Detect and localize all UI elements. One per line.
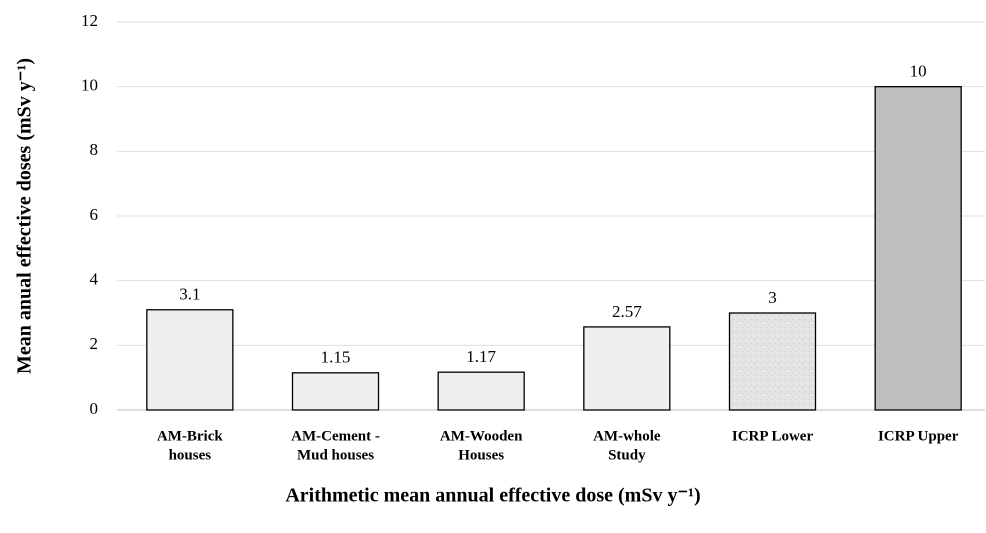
x-tick-label: Mud houses	[297, 447, 374, 463]
y-tick-label: 12	[81, 11, 98, 30]
data-label: 10	[910, 62, 927, 81]
x-tick-label: Houses	[458, 447, 504, 463]
x-tick-label: AM-whole	[593, 428, 661, 444]
data-label: 2.57	[612, 302, 642, 321]
bar	[437, 371, 525, 411]
bar	[146, 309, 234, 411]
y-axis-title: Mean anual effective doses (mSv y⁻¹)	[14, 58, 36, 374]
x-tick-label: houses	[169, 447, 212, 463]
data-label: 1.17	[466, 347, 496, 366]
data-label: 1.15	[321, 348, 351, 367]
bar	[728, 312, 817, 411]
y-tick-label: 0	[90, 399, 99, 418]
x-tick-label: AM-Brick	[157, 428, 223, 444]
y-tick-label: 6	[90, 205, 99, 224]
y-tick-label: 8	[90, 140, 99, 159]
x-axis-title: Arithmetic mean annual effective dose (m…	[285, 485, 700, 507]
x-tick-label: AM-Cement -	[291, 428, 380, 444]
bar	[874, 86, 962, 411]
y-tick-label: 10	[81, 76, 98, 95]
x-tick-label: ICRP Lower	[732, 428, 814, 444]
x-tick-label: AM-Wooden	[440, 428, 523, 444]
data-label: 3.1	[179, 285, 200, 304]
bar	[291, 372, 380, 411]
data-label: 3	[768, 288, 777, 307]
y-tick-label: 2	[90, 334, 99, 353]
y-tick-label: 4	[90, 270, 99, 289]
x-tick-label: Study	[608, 447, 646, 463]
x-tick-label: ICRP Upper	[878, 428, 959, 444]
bar	[583, 326, 671, 411]
